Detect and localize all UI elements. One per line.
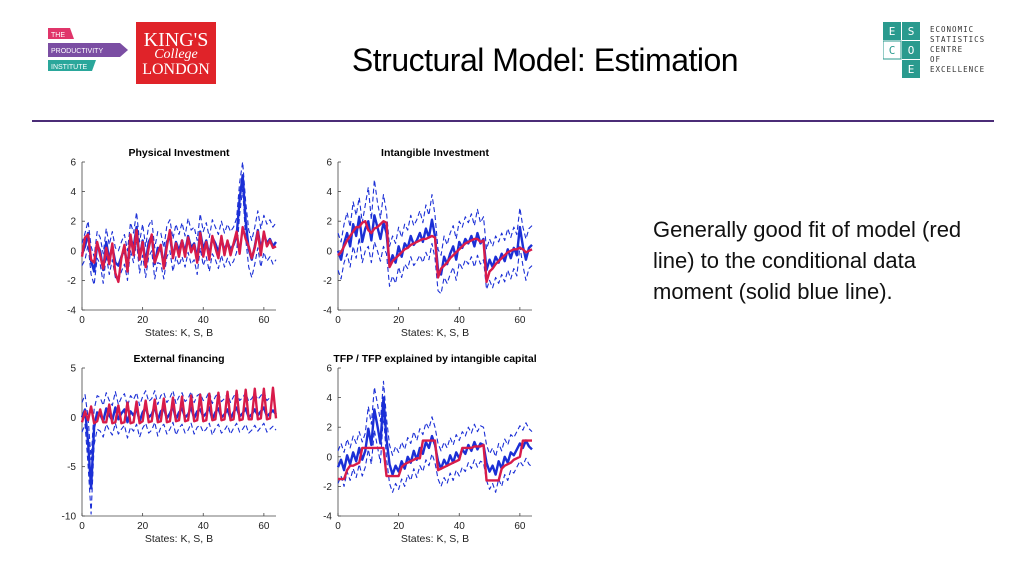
- productivity-logo-line-1: THE: [51, 32, 65, 39]
- escoe-logo: E S C O E ECONOMIC STATISTICS CENTRE OF …: [883, 22, 985, 78]
- kcl-logo-line-1: KING'S: [143, 29, 209, 51]
- escoe-word-4: OF: [930, 55, 941, 64]
- kings-college-london-logo: KING'S College LONDON: [136, 22, 216, 84]
- y-tick-label-2-5: 5: [70, 364, 76, 375]
- x-axis-label-2: States: K, S, B: [145, 533, 213, 545]
- description-text: Generally good fit of model (red line) t…: [653, 217, 962, 304]
- y-tick-label-3--2: -2: [323, 482, 332, 493]
- y-tick-label-3-4: 4: [326, 393, 332, 404]
- y-tick-label-2--10: -10: [62, 512, 77, 523]
- y-tick-label-1-0: 0: [326, 246, 332, 257]
- escoe-word-1: ECONOMIC: [930, 25, 974, 34]
- chart-title-3: TFP / TFP explained by intangible capita…: [333, 353, 536, 365]
- escoe-letter-c: C: [889, 44, 896, 57]
- series-model-3: [338, 439, 532, 482]
- y-tick-label-3-6: 6: [326, 364, 332, 375]
- y-tick-label-1-6: 6: [326, 158, 332, 169]
- y-tick-label-3-0: 0: [326, 452, 332, 463]
- productivity-logo-line-3: INSTITUTE: [51, 64, 87, 71]
- x-tick-label-0-40: 40: [198, 315, 210, 326]
- page-title: Structural Model: Estimation: [351, 42, 739, 78]
- series-data-upper-2: [81, 390, 277, 461]
- x-tick-label-2-0: 0: [79, 521, 85, 532]
- x-tick-label-1-60: 60: [514, 315, 526, 326]
- series-model-2: [80, 386, 278, 425]
- x-tick-label-3-20: 20: [393, 521, 405, 532]
- escoe-letter-s: S: [908, 25, 915, 38]
- escoe-word-3: CENTRE: [930, 45, 963, 54]
- series-data-upper-1: [337, 179, 533, 256]
- escoe-word-5: EXCELLENCE: [930, 65, 985, 74]
- series-data-upper-3: [337, 380, 533, 458]
- y-tick-label-1--2: -2: [323, 276, 332, 287]
- x-axis-label-1: States: K, S, B: [401, 327, 469, 339]
- series-data-lower-1: [337, 236, 533, 295]
- escoe-letter-e2: E: [908, 63, 915, 76]
- x-tick-label-0-20: 20: [137, 315, 149, 326]
- escoe-letter-e: E: [889, 25, 896, 38]
- escoe-word-2: STATISTICS: [930, 35, 985, 44]
- y-tick-label-3-2: 2: [326, 423, 332, 434]
- series-model-0: [80, 225, 277, 284]
- escoe-letter-o: O: [908, 44, 915, 57]
- y-tick-label-1-4: 4: [326, 187, 332, 198]
- header-divider: [32, 120, 994, 122]
- y-tick-label-0--4: -4: [67, 306, 76, 317]
- y-tick-label-0-2: 2: [70, 217, 76, 228]
- chart-title-1: Intangible Investment: [381, 147, 489, 159]
- series-data-3: [336, 396, 533, 476]
- y-tick-label-0--2: -2: [67, 276, 76, 287]
- y-tick-label-2--5: -5: [67, 462, 76, 473]
- y-tick-label-1--4: -4: [323, 306, 332, 317]
- y-tick-label-1-2: 2: [326, 217, 332, 228]
- x-tick-label-2-20: 20: [137, 521, 149, 532]
- x-tick-label-3-0: 0: [335, 521, 341, 532]
- y-tick-label-3--4: -4: [323, 512, 332, 523]
- y-tick-label-0-0: 0: [70, 246, 76, 257]
- x-tick-label-1-40: 40: [454, 315, 466, 326]
- x-tick-label-3-60: 60: [514, 521, 526, 532]
- y-tick-label-2-0: 0: [70, 413, 76, 424]
- series-data-lower-3: [337, 413, 533, 493]
- x-tick-label-2-60: 60: [258, 521, 270, 532]
- y-tick-label-0-6: 6: [70, 158, 76, 169]
- x-tick-label-0-60: 60: [258, 315, 270, 326]
- productivity-institute-logo: THE PRODUCTIVITY INSTITUTE: [48, 28, 128, 71]
- productivity-logo-line-2: PRODUCTIVITY: [51, 48, 103, 55]
- series-model-1: [337, 219, 533, 284]
- y-tick-label-0-4: 4: [70, 187, 76, 198]
- x-tick-label-0-0: 0: [79, 315, 85, 326]
- chart-title-2: External financing: [133, 353, 224, 365]
- series-data-lower-2: [81, 421, 277, 515]
- x-tick-label-1-20: 20: [393, 315, 405, 326]
- x-tick-label-1-0: 0: [335, 315, 341, 326]
- kcl-logo-line-3: LONDON: [142, 61, 210, 78]
- x-tick-label-3-40: 40: [454, 521, 466, 532]
- x-axis-label-3: States: K, S, B: [401, 533, 469, 545]
- kcl-logo-line-2: College: [154, 47, 198, 62]
- x-tick-label-2-40: 40: [198, 521, 210, 532]
- chart-title-0: Physical Investment: [129, 147, 230, 159]
- x-axis-label-0: States: K, S, B: [145, 327, 213, 339]
